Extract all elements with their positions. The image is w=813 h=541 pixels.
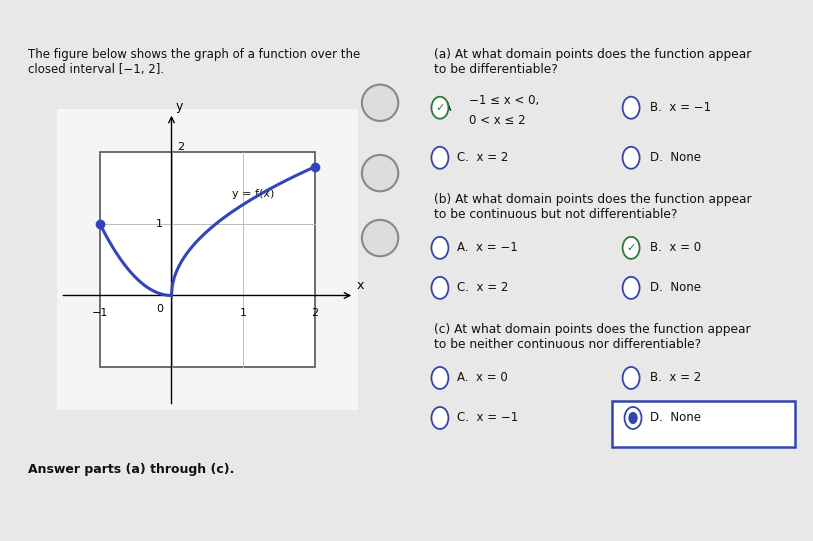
Circle shape <box>362 84 398 121</box>
Text: 1: 1 <box>156 219 163 229</box>
Text: C.  x = 2: C. x = 2 <box>457 281 509 294</box>
Text: 1: 1 <box>240 308 246 319</box>
Text: 2: 2 <box>311 308 319 319</box>
Text: B.  x = −1: B. x = −1 <box>650 101 711 114</box>
Text: (c) At what domain points does the function appear
to be neither continuous nor : (c) At what domain points does the funct… <box>434 323 750 351</box>
Circle shape <box>628 412 637 424</box>
Text: ✓: ✓ <box>435 103 445 113</box>
Text: B.  x = 2: B. x = 2 <box>650 372 702 385</box>
Text: D.  None: D. None <box>650 281 702 294</box>
Text: 2: 2 <box>177 142 185 151</box>
Text: ✓: ✓ <box>626 243 636 253</box>
Text: D.  None: D. None <box>650 151 702 164</box>
Circle shape <box>432 407 449 429</box>
Circle shape <box>432 147 449 169</box>
Circle shape <box>432 237 449 259</box>
Circle shape <box>624 407 641 429</box>
Circle shape <box>623 147 640 169</box>
FancyBboxPatch shape <box>611 401 795 447</box>
Text: B.  x = 0: B. x = 0 <box>650 241 702 254</box>
Text: A.  x = 0: A. x = 0 <box>457 372 508 385</box>
Text: A: A <box>436 101 459 114</box>
Circle shape <box>362 220 398 256</box>
Text: x: x <box>356 279 363 292</box>
Text: D.  None: D. None <box>650 412 702 425</box>
Text: A.  x = −1: A. x = −1 <box>457 241 518 254</box>
Circle shape <box>623 277 640 299</box>
Circle shape <box>362 155 398 192</box>
Circle shape <box>432 97 449 118</box>
Text: 0 < x ≤ 2: 0 < x ≤ 2 <box>469 114 525 127</box>
Text: −1 ≤ x < 0,: −1 ≤ x < 0, <box>469 94 539 107</box>
Circle shape <box>623 97 640 118</box>
Text: C.  x = −1: C. x = −1 <box>457 412 519 425</box>
Text: (b) At what domain points does the function appear
to be continuous but not diff: (b) At what domain points does the funct… <box>434 193 752 221</box>
Circle shape <box>432 277 449 299</box>
Text: (a) At what domain points does the function appear
to be differentiable?: (a) At what domain points does the funct… <box>434 48 751 76</box>
Circle shape <box>432 367 449 389</box>
Bar <box>100 152 315 367</box>
Text: C.  x = 2: C. x = 2 <box>457 151 509 164</box>
Text: y = f(x): y = f(x) <box>233 189 275 199</box>
Text: −1: −1 <box>92 308 108 319</box>
Text: Answer parts (a) through (c).: Answer parts (a) through (c). <box>28 463 235 476</box>
Circle shape <box>623 367 640 389</box>
Text: 0: 0 <box>156 304 163 314</box>
Text: The figure below shows the graph of a function over the
closed interval [−1, 2].: The figure below shows the graph of a fu… <box>28 48 361 76</box>
Circle shape <box>623 237 640 259</box>
Text: y: y <box>176 100 183 113</box>
